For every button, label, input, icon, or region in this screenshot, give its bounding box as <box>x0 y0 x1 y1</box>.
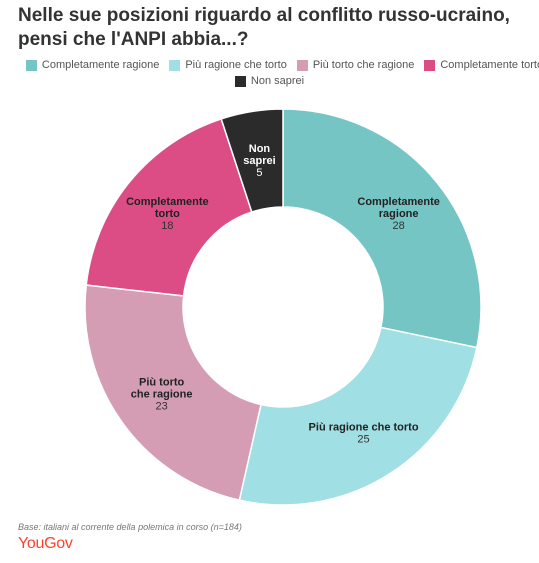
legend-row-2: Non saprei <box>0 73 539 89</box>
slice-label-name: Completamente <box>126 196 209 208</box>
legend-item-completamente-ragione: Completamente ragione <box>25 57 160 73</box>
slice-label-name: saprei <box>243 155 275 167</box>
slice-value-piu-ragione-che-torto: 25 <box>357 433 369 445</box>
slice-value-non-saprei: 5 <box>256 167 262 179</box>
legend-label: Più torto che ragione <box>312 59 415 71</box>
chart-title: Nelle sue posizioni riguardo al conflitt… <box>18 5 510 50</box>
slice-label-piu-ragione-che-torto: Più ragione che torto 25 <box>309 421 419 445</box>
slice-value-piu-torto-che-ragione: 23 <box>156 400 168 412</box>
legend-label: Completamente torto <box>440 59 539 71</box>
slice-label-piu-torto-che-ragione: Più torto che ragione 23 <box>131 376 193 412</box>
legend-swatch <box>296 59 308 71</box>
legend-item-piu-ragione-che-torto: Più ragione che torto <box>169 57 287 73</box>
legend-label: Più ragione che torto <box>185 59 287 71</box>
legend-item-non-saprei: Non saprei <box>234 73 305 89</box>
legend-item-completamente-torto: Completamente torto <box>424 57 539 73</box>
yougov-logo: YouGov <box>18 535 73 552</box>
legend-swatch <box>25 59 37 71</box>
slice-piu-ragione-che-torto <box>238 326 478 506</box>
slice-label-name: che ragione <box>131 388 193 400</box>
slice-label-name: Non <box>249 143 271 155</box>
slice-label-name: ragione <box>379 208 419 220</box>
slice-label-name: torto <box>155 208 180 220</box>
slice-label-non-saprei: Non saprei 5 <box>243 143 275 179</box>
footnote: Base: italiani al corrente della polemic… <box>18 522 242 532</box>
slice-value-completamente-torto: 18 <box>161 220 173 232</box>
slice-completamente-ragione <box>282 108 482 349</box>
slice-value-completamente-ragione: 28 <box>393 220 405 232</box>
legend-label: Non saprei <box>250 75 305 87</box>
slice-label-name: Più ragione che torto <box>309 421 419 433</box>
legend-swatch <box>424 59 436 71</box>
slice-piu-torto-che-ragione <box>84 284 262 502</box>
legend-swatch <box>169 59 181 71</box>
slice-label-completamente-torto: Completamente torto 18 <box>126 196 209 232</box>
legend: Completamente ragione Più ragione che to… <box>0 57 539 89</box>
slice-label-completamente-ragione: Completamente ragione 28 <box>357 196 440 232</box>
legend-label: Completamente ragione <box>41 59 160 71</box>
slice-non-saprei <box>220 108 284 213</box>
legend-swatch <box>234 75 246 87</box>
slice-completamente-torto <box>85 117 253 297</box>
slice-label-name: Completamente <box>357 196 440 208</box>
legend-item-piu-torto-che-ragione: Più torto che ragione <box>296 57 415 73</box>
legend-row-1: Completamente ragione Più ragione che to… <box>0 57 539 73</box>
slice-label-name: Più torto <box>139 376 184 388</box>
